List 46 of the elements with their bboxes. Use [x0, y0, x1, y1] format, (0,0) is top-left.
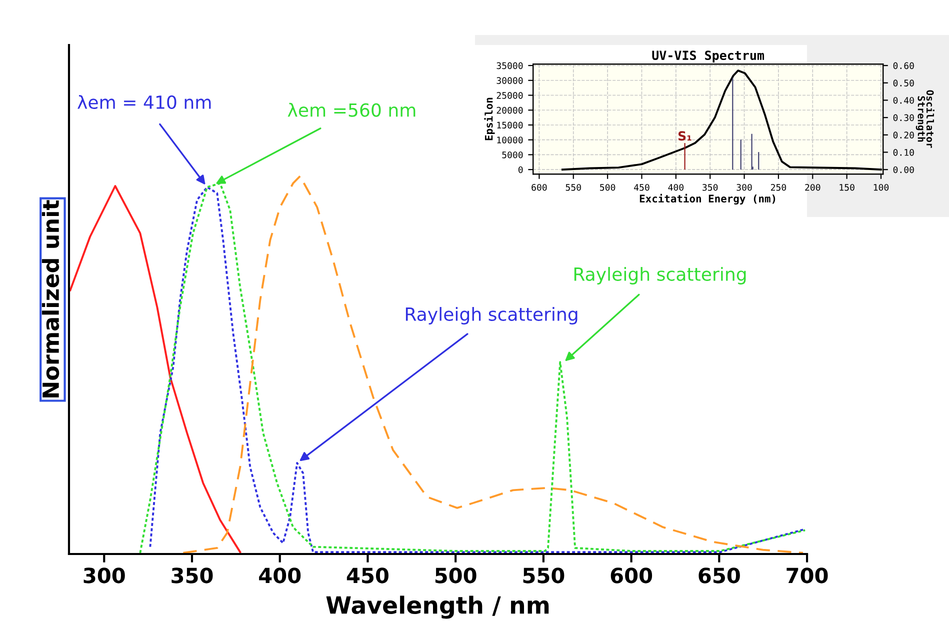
y-tick-label: 30000 — [496, 77, 523, 84]
x-tick-label: 650 — [698, 568, 740, 584]
y-axis-title: Epsilon — [484, 98, 495, 140]
x-tick-label: 150 — [840, 184, 854, 191]
x-tick-label: 250 — [770, 184, 786, 191]
y2-tick-label: 0.20 — [893, 132, 914, 138]
x-tick-label: 600 — [610, 568, 652, 584]
x-tick-label: 550 — [566, 184, 581, 191]
x-tick-label: 300 — [84, 568, 125, 584]
x-tick-label: 700 — [786, 568, 828, 584]
annotation: λem = 410 nm — [78, 95, 211, 110]
y2-tick-label: 0.40 — [893, 96, 914, 104]
x-axis-title: Excitation Energy (nm) — [640, 194, 776, 205]
y-tick-label: 15000 — [497, 122, 523, 129]
x-tick-label: 400 — [259, 568, 301, 584]
y2-tick-label: 0.50 — [893, 80, 914, 86]
x-tick-label: 550 — [523, 568, 564, 584]
series-label: S₁ — [678, 131, 692, 141]
x-tick-label: 450 — [346, 568, 388, 584]
y-tick-label: 20000 — [496, 106, 523, 114]
y-tick-label: 35000 — [496, 62, 523, 70]
y-tick-label: 5000 — [502, 151, 523, 158]
y-tick-label: 25000 — [496, 92, 523, 99]
y2-tick-label: 0.60 — [893, 62, 914, 70]
x-tick-label: 600 — [532, 184, 547, 191]
x-tick-label: 300 — [736, 184, 752, 191]
annotation: Rayleigh scattering — [406, 306, 578, 324]
annotation: Rayleigh scattering — [574, 266, 746, 284]
y2-tick-label: 0.00 — [893, 166, 914, 174]
x-tick-label: 500 — [435, 568, 476, 584]
y2-tick-label: 0.30 — [893, 114, 914, 122]
y-axis-title: Normalized unit — [42, 200, 60, 398]
annotation: λem =560 nm — [288, 102, 416, 117]
y-tick-label: 10000 — [497, 136, 523, 144]
x-tick-label: 350 — [702, 184, 718, 191]
x-tick-label: 500 — [600, 184, 616, 191]
y2-tick-label: 0.10 — [893, 148, 914, 156]
y-tick-label: 0 — [518, 166, 523, 174]
x-tick-label: 350 — [172, 568, 213, 584]
x-tick-label: 400 — [668, 184, 684, 191]
chart-title: UV-VIS Spectrum — [652, 50, 764, 62]
x-tick-label: 100 — [874, 184, 889, 191]
x-tick-label: 450 — [634, 184, 650, 191]
x-tick-label: 200 — [805, 184, 820, 191]
y2-axis-title: Oscillator Strength — [916, 90, 934, 148]
x-axis-title: Wavelength / nm — [326, 596, 549, 619]
